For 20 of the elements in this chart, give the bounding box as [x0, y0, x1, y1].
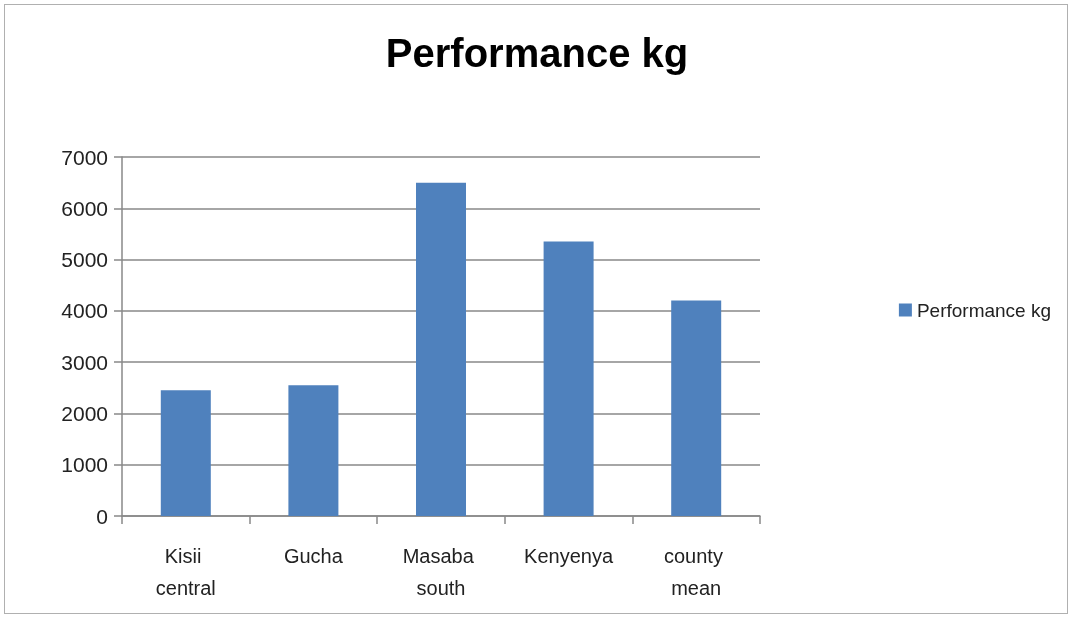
y-tick-label: 6000 — [61, 196, 108, 220]
x-tick-label: county mean — [663, 545, 729, 599]
y-tick-label: 5000 — [61, 248, 108, 272]
y-tick-label: 3000 — [61, 350, 108, 374]
y-tick-label: 7000 — [61, 145, 108, 169]
chart-title: Performance kg — [385, 31, 689, 75]
y-tick-label: 1000 — [61, 453, 108, 477]
x-tick-label: Kenyenya — [524, 545, 614, 567]
x-tick-label: Gucha — [283, 545, 344, 567]
y-tick-label: 0 — [96, 504, 108, 528]
bar — [416, 182, 466, 516]
bar — [288, 385, 339, 516]
y-tick-label: 4000 — [61, 299, 108, 323]
bar — [160, 390, 211, 516]
bar — [671, 300, 722, 516]
legend-label: Performance kg — [916, 299, 1052, 321]
bar — [543, 241, 594, 516]
x-tick-label: Masaba south — [402, 545, 480, 599]
y-tick-label: 2000 — [61, 401, 108, 425]
x-tick-label: Kisii central — [155, 545, 216, 599]
